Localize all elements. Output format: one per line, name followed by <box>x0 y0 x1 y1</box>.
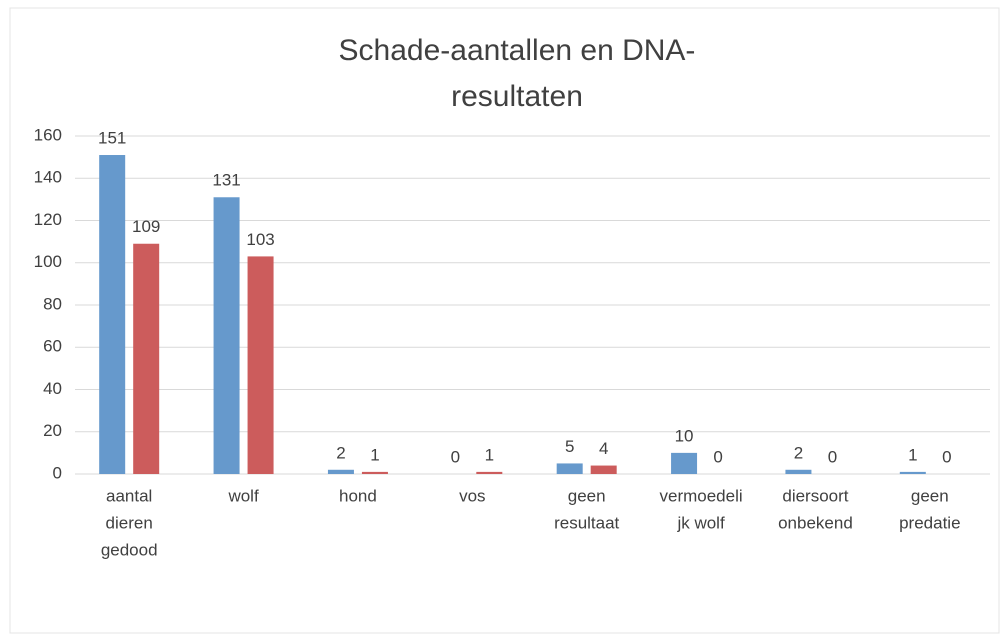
value-label: 0 <box>451 447 460 466</box>
value-label: 0 <box>942 447 951 466</box>
x-tick-label: resultaat <box>554 513 619 532</box>
value-label: 109 <box>132 217 160 236</box>
bar <box>476 471 503 474</box>
x-tick-label: dieren <box>106 513 153 532</box>
bar <box>327 469 354 474</box>
chart-border <box>9 7 1000 634</box>
value-label: 2 <box>794 443 803 462</box>
bar <box>99 155 126 474</box>
y-tick-label: 100 <box>34 252 62 271</box>
x-tick-label: vermoedeli <box>659 486 742 505</box>
bar <box>361 471 388 474</box>
x-tick-label: geen <box>911 486 949 505</box>
y-tick-label: 160 <box>34 125 62 144</box>
bar <box>785 469 812 474</box>
y-tick-label: 60 <box>43 337 62 356</box>
y-tick-label: 120 <box>34 210 62 229</box>
bar <box>899 471 926 474</box>
value-label: 0 <box>828 447 837 466</box>
bar <box>671 452 698 474</box>
value-label: 151 <box>98 128 126 147</box>
bar <box>213 197 240 474</box>
x-tick-label: vos <box>459 486 485 505</box>
value-label: 103 <box>246 230 274 249</box>
y-tick-label: 80 <box>43 294 62 313</box>
y-tick-label: 140 <box>34 168 62 187</box>
x-tick-label: jk wolf <box>676 513 725 532</box>
x-tick-label: wolf <box>227 486 259 505</box>
value-label: 1 <box>370 445 379 464</box>
y-tick-label: 40 <box>43 379 62 398</box>
value-label: 2 <box>336 443 345 462</box>
y-tick-label: 0 <box>53 463 62 482</box>
value-label: 1 <box>908 445 917 464</box>
x-tick-label: geen <box>568 486 606 505</box>
x-tick-label: predatie <box>899 513 960 532</box>
x-tick-label: aantal <box>106 486 152 505</box>
y-tick-label: 20 <box>43 421 62 440</box>
chart-title: resultaten <box>451 80 583 113</box>
value-label: 131 <box>212 171 240 190</box>
x-tick-label: onbekend <box>778 513 853 532</box>
bar <box>247 256 274 474</box>
x-tick-label: gedood <box>101 540 158 559</box>
value-label: 5 <box>565 437 574 456</box>
bar <box>556 463 583 474</box>
value-label: 0 <box>713 447 722 466</box>
bar <box>133 243 160 474</box>
x-tick-label: diersoort <box>782 486 848 505</box>
bar <box>590 465 617 474</box>
chart-title: Schade-aantallen en DNA- <box>339 34 696 67</box>
value-label: 1 <box>485 445 494 464</box>
value-label: 10 <box>675 426 694 445</box>
value-label: 4 <box>599 439 608 458</box>
x-tick-label: hond <box>339 486 377 505</box>
